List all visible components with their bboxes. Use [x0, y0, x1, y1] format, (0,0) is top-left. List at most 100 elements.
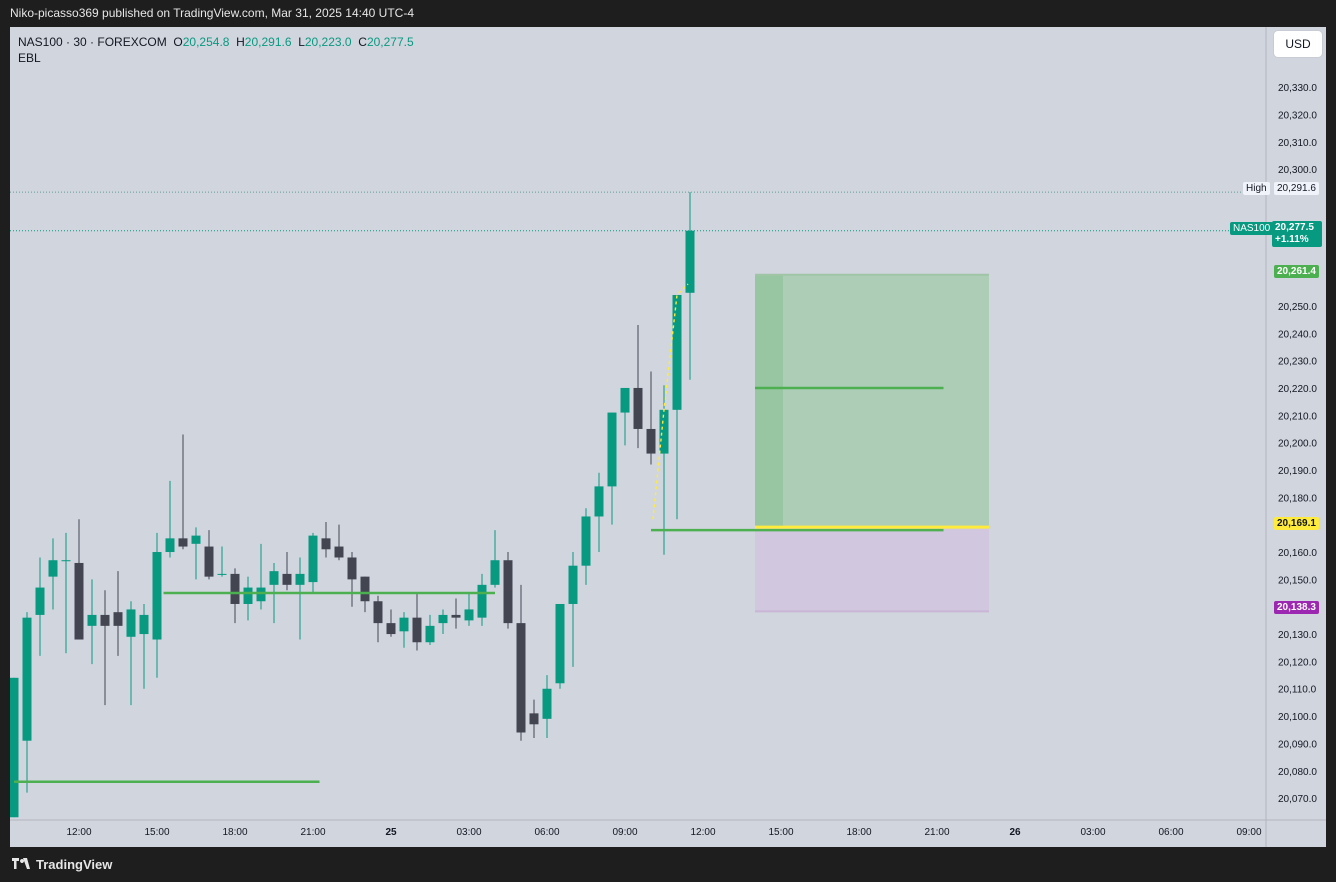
high-value: 20,291.6: [244, 35, 292, 49]
chart-legend: NAS100 · 30 · FOREXCOM O20,254.8 H20,291…: [18, 34, 414, 66]
candle-up: [464, 609, 474, 621]
y-tick-label: 20,150.0: [1278, 575, 1317, 586]
close-label: C: [358, 35, 367, 49]
last-price-change: +1.11%: [1275, 234, 1309, 245]
y-tick-label: 20,160.0: [1278, 548, 1317, 559]
candle-up: [10, 677, 19, 818]
symbol-info[interactable]: NAS100 · 30 · FOREXCOM: [18, 35, 167, 49]
y-tick-label: 20,090.0: [1278, 739, 1317, 750]
candle-up: [620, 387, 630, 413]
y-tick-label: 20,080.0: [1278, 767, 1317, 778]
currency-button[interactable]: USD: [1274, 31, 1322, 57]
projection-path: [652, 283, 689, 520]
candle-up: [87, 614, 97, 626]
candle-down: [204, 546, 214, 577]
candle-up: [269, 571, 279, 585]
candle-down: [451, 614, 461, 618]
y-tick-label: 20,300.0: [1278, 165, 1317, 176]
y-tick-label: 20,220.0: [1278, 384, 1317, 395]
candle-up: [477, 584, 487, 618]
y-tick-label: 20,210.0: [1278, 411, 1317, 422]
candle-up: [490, 560, 500, 585]
candle-down: [74, 562, 84, 640]
chart-area[interactable]: 20,070.0 20,080.0 20,090.0 20,100.0 20,110.0…: [10, 27, 1326, 847]
candle-up: [191, 535, 201, 544]
open-value: 20,254.8: [182, 35, 230, 49]
candle-down: [360, 576, 370, 602]
y-tick-label: 20,320.0: [1278, 111, 1317, 122]
target-price-tag: 20,261.4: [1274, 265, 1319, 278]
y-tick-label: 20,130.0: [1278, 630, 1317, 641]
y-tick-label: 20,120.0: [1278, 657, 1317, 668]
publish-info: Niko-picasso369 published on TradingView…: [10, 6, 415, 20]
y-tick-label: 20,330.0: [1278, 83, 1317, 94]
y-tick-label: 20,180.0: [1278, 493, 1317, 504]
candle-down: [282, 573, 292, 585]
candle-up: [35, 587, 45, 615]
candle-down: [646, 428, 656, 454]
candle-up: [295, 573, 305, 585]
candle-up: [685, 230, 695, 293]
candle-up: [607, 412, 617, 487]
x-tick-label: 15:00: [768, 827, 793, 838]
stop-zone: [755, 527, 989, 612]
candlestick-chart[interactable]: 20,070.0 20,080.0 20,090.0 20,100.0 20,110.0…: [10, 27, 1326, 847]
y-tick-label: 20,190.0: [1278, 466, 1317, 477]
candle-down: [321, 538, 331, 550]
y-tick-label: 20,310.0: [1278, 138, 1317, 149]
candle-down: [178, 538, 188, 547]
open-label: O: [173, 35, 183, 49]
y-tick-label: 20,070.0: [1278, 794, 1317, 805]
high-price-tag: 20,291.6: [1274, 182, 1319, 195]
last-price-value: 20,277.5: [1275, 222, 1314, 233]
candle-up: [256, 587, 266, 602]
high-label: H: [236, 35, 245, 49]
x-tick-label: 15:00: [144, 827, 169, 838]
y-tick-label: 20,110.0: [1278, 685, 1317, 696]
stop-price-tag: 20,138.3: [1274, 601, 1319, 614]
x-tick-label: 21:00: [924, 827, 949, 838]
candle-up: [126, 609, 136, 637]
profit-zone: [755, 274, 989, 528]
candle-up: [243, 587, 253, 604]
x-tick-label: 06:00: [1158, 827, 1183, 838]
candle-down: [529, 713, 539, 725]
candle-up: [672, 294, 682, 410]
candle-down: [633, 387, 643, 429]
candle-down: [100, 614, 110, 626]
x-tick-label: 03:00: [1080, 827, 1105, 838]
candle-down: [373, 601, 383, 624]
candle-down: [516, 623, 526, 733]
low-value: 20,223.0: [304, 35, 352, 49]
candle-down: [334, 546, 344, 558]
x-tick-label: 12:00: [690, 827, 715, 838]
candle-up: [165, 538, 175, 553]
y-tick-label: 20,230.0: [1278, 357, 1317, 368]
candle-up: [139, 614, 149, 635]
x-tick-label: 12:00: [66, 827, 91, 838]
x-tick-label: 09:00: [1236, 827, 1261, 838]
candle-up: [217, 573, 227, 575]
candle-up: [22, 617, 32, 741]
y-tick-label: 20,100.0: [1278, 712, 1317, 723]
indicator-label[interactable]: EBL: [18, 51, 41, 65]
candle-up: [308, 535, 318, 583]
close-value: 20,277.5: [366, 35, 414, 49]
y-tick-label: 20,250.0: [1278, 302, 1317, 313]
x-tick-label: 09:00: [612, 827, 637, 838]
candle-up: [581, 516, 591, 566]
entry-price-tag: 20,169.1: [1274, 517, 1319, 530]
candle-down: [386, 623, 396, 635]
candle-down: [347, 557, 357, 580]
y-tick-label: 20,200.0: [1278, 439, 1317, 450]
x-tick-label: 18:00: [222, 827, 247, 838]
brand-name[interactable]: TradingView: [36, 857, 113, 872]
x-tick-label: 21:00: [300, 827, 325, 838]
x-tick-label: 26: [1009, 827, 1021, 838]
active-trade-zone: [755, 274, 783, 528]
x-tick-label: 03:00: [456, 827, 481, 838]
candle-down: [230, 573, 240, 604]
y-tick-label: 20,240.0: [1278, 329, 1317, 340]
candle-up: [399, 617, 409, 632]
high-price-label: High: [1243, 182, 1270, 195]
